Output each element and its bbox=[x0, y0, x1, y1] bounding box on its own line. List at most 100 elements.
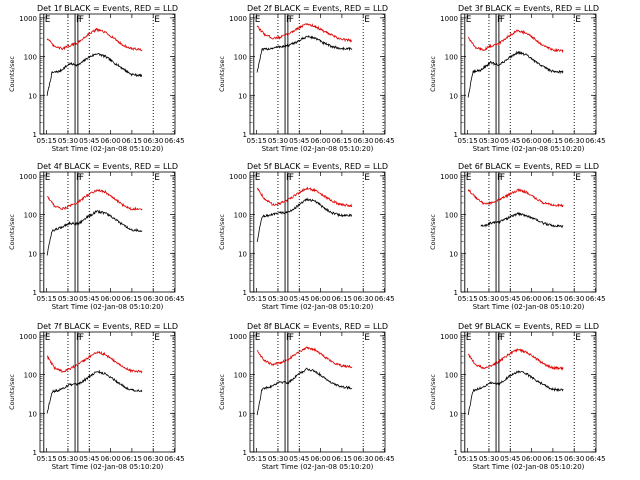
time-marker-label: F bbox=[289, 333, 294, 343]
panel-det-5: Det 5f BLACK = Events, RED = LLD 1 10 100 10… bbox=[218, 162, 395, 311]
y-axis-label: Counts/sec bbox=[8, 214, 16, 250]
events-series-line bbox=[256, 367, 353, 416]
x-axis-label: Start Time (02-Jan-08 05:10:20) bbox=[262, 303, 374, 311]
x-tick-label: 05:30 bbox=[479, 137, 499, 145]
x-tick-label: 05:45 bbox=[79, 455, 99, 463]
plot-frame bbox=[249, 13, 386, 135]
panel-title: Det 3f BLACK = Events, RED = LLD bbox=[458, 4, 599, 13]
x-tick-label: 05:15 bbox=[458, 295, 478, 303]
y-tick-label: 1 bbox=[33, 289, 37, 297]
y-axis-label: Counts/sec bbox=[8, 56, 16, 92]
x-tick-label: 06:15 bbox=[332, 137, 352, 145]
panel-title: Det 1f BLACK = Events, RED = LLD bbox=[37, 4, 178, 13]
plot-frame bbox=[39, 331, 176, 453]
x-tick-label: 06:15 bbox=[122, 137, 142, 145]
x-tick-label: 05:45 bbox=[500, 295, 520, 303]
y-tick-label: 1000 bbox=[19, 173, 37, 181]
panel-det-1: Det 1f BLACK = Events, RED = LLD 1 10 100 10… bbox=[8, 4, 185, 153]
x-tick-label: 05:45 bbox=[289, 455, 309, 463]
y-tick-label: 10 bbox=[28, 410, 37, 418]
y-tick-label: 100 bbox=[445, 54, 458, 62]
x-tick-label: 06:30 bbox=[143, 295, 163, 303]
y-tick-label: 1000 bbox=[229, 333, 247, 341]
x-tick-label: 05:15 bbox=[458, 137, 478, 145]
y-axis-label: Counts/sec bbox=[429, 214, 437, 250]
panel-title: Det 5f BLACK = Events, RED = LLD bbox=[247, 162, 388, 171]
time-marker-label: F bbox=[76, 173, 81, 183]
x-tick-label: 05:30 bbox=[58, 137, 78, 145]
y-axis-label: Counts/sec bbox=[8, 374, 16, 410]
panel-title: Det 6f BLACK = Events, RED = LLD bbox=[458, 162, 599, 171]
x-axis-label: Start Time (02-Jan-08 05:10:20) bbox=[52, 145, 164, 153]
x-tick-label: 05:30 bbox=[268, 295, 288, 303]
plot-frame bbox=[460, 171, 597, 293]
time-marker-label: E bbox=[255, 15, 261, 25]
events-series-line bbox=[46, 52, 143, 96]
lld-series-line bbox=[256, 186, 353, 208]
time-marker-label: E bbox=[154, 333, 160, 343]
lld-series-line bbox=[256, 346, 353, 369]
x-tick-label: 06:00 bbox=[310, 455, 330, 463]
x-tick-label: 05:30 bbox=[479, 455, 499, 463]
y-tick-label: 100 bbox=[24, 372, 37, 380]
y-tick-label: 1 bbox=[454, 131, 458, 139]
y-tick-label: 10 bbox=[238, 410, 247, 418]
x-tick-label: 05:45 bbox=[79, 295, 99, 303]
y-axis-label: Counts/sec bbox=[218, 374, 226, 410]
y-axis-label: Counts/sec bbox=[218, 56, 226, 92]
y-tick-label: 10 bbox=[449, 410, 458, 418]
y-tick-label: 10 bbox=[28, 92, 37, 100]
time-marker-label: E bbox=[466, 15, 472, 25]
x-tick-label: 05:15 bbox=[37, 455, 57, 463]
time-marker-label: E bbox=[575, 173, 581, 183]
x-tick-label: 05:45 bbox=[500, 137, 520, 145]
x-tick-label: 06:15 bbox=[332, 295, 352, 303]
x-tick-label: 05:15 bbox=[247, 137, 267, 145]
x-tick-label: 06:00 bbox=[100, 455, 120, 463]
x-tick-label: 05:30 bbox=[58, 455, 78, 463]
y-tick-label: 1000 bbox=[440, 333, 458, 341]
panel-title: Det 4f BLACK = Events, RED = LLD bbox=[37, 162, 178, 171]
y-tick-label: 10 bbox=[449, 92, 458, 100]
y-tick-label: 1000 bbox=[440, 173, 458, 181]
time-marker-label: E bbox=[364, 173, 370, 183]
x-axis-label: Start Time (02-Jan-08 05:10:20) bbox=[473, 145, 585, 153]
x-tick-label: 06:45 bbox=[585, 295, 605, 303]
x-tick-label: 06:30 bbox=[564, 295, 584, 303]
x-tick-label: 06:45 bbox=[585, 455, 605, 463]
y-tick-label: 1 bbox=[243, 289, 247, 297]
time-marker-label: F bbox=[79, 333, 84, 343]
x-tick-label: 06:45 bbox=[585, 137, 605, 145]
x-tick-label: 06:00 bbox=[310, 295, 330, 303]
panel-det-2: Det 2f BLACK = Events, RED = LLD 1 10 100 10… bbox=[218, 4, 395, 153]
lld-series-line bbox=[256, 23, 353, 43]
panel-title: Det 8f BLACK = Events, RED = LLD bbox=[247, 322, 388, 331]
panel-det-6: Det 6f BLACK = Events, RED = LLD 1 10 100 10… bbox=[429, 162, 606, 311]
time-marker-label: F bbox=[286, 333, 291, 343]
time-marker-label: F bbox=[500, 333, 505, 343]
events-series-line bbox=[480, 212, 564, 228]
panel-det-9: Det 9f BLACK = Events, RED = LLD 1 10 100 10… bbox=[429, 322, 606, 471]
x-tick-label: 05:15 bbox=[247, 455, 267, 463]
y-tick-label: 1000 bbox=[440, 15, 458, 23]
y-tick-label: 10 bbox=[28, 250, 37, 258]
events-series-line bbox=[256, 34, 353, 73]
time-marker-label: F bbox=[79, 173, 84, 183]
lld-series-line bbox=[46, 188, 143, 211]
x-tick-label: 06:15 bbox=[543, 295, 563, 303]
events-series-line bbox=[46, 369, 143, 414]
y-tick-label: 1000 bbox=[19, 15, 37, 23]
lld-series-line bbox=[467, 348, 564, 371]
x-axis-label: Start Time (02-Jan-08 05:10:20) bbox=[52, 463, 164, 471]
panel-det-3: Det 3f BLACK = Events, RED = LLD 1 10 100 10… bbox=[429, 4, 606, 153]
y-tick-label: 100 bbox=[445, 372, 458, 380]
x-tick-label: 06:30 bbox=[353, 455, 373, 463]
x-axis-label: Start Time (02-Jan-08 05:10:20) bbox=[473, 463, 585, 471]
x-tick-label: 06:30 bbox=[564, 455, 584, 463]
time-marker-label: F bbox=[286, 173, 291, 183]
time-marker-label: E bbox=[364, 15, 370, 25]
time-marker-label: E bbox=[255, 333, 261, 343]
time-marker-label: F bbox=[497, 173, 502, 183]
x-tick-label: 06:45 bbox=[164, 295, 184, 303]
